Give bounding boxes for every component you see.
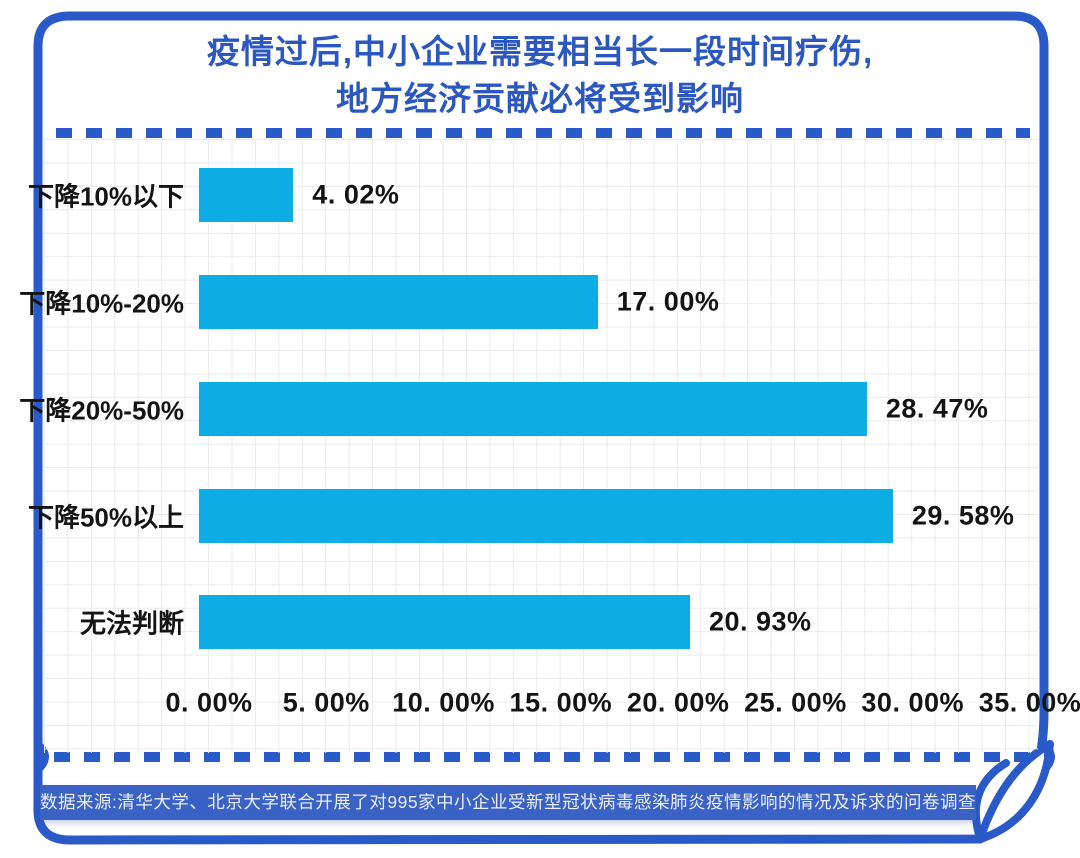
- x-axis-tick: 25. 00%: [744, 687, 847, 718]
- bar: [199, 595, 690, 649]
- x-axis-tick: 5. 00%: [282, 687, 370, 718]
- value-label: 17. 00%: [616, 286, 720, 317]
- chart-title-line2: 地方经济贡献必将受到影响: [336, 80, 744, 117]
- value-label: 29. 58%: [911, 500, 1015, 531]
- data-source-text: 数据来源:清华大学、北京大学联合开展了对995家中小企业受新型冠状病毒感染肺炎疫…: [40, 792, 977, 812]
- category-label: 下降50%以上: [27, 502, 184, 533]
- category-label: 下降10%以下: [27, 181, 184, 212]
- bar: [199, 168, 294, 222]
- bar: [199, 489, 893, 543]
- graph-paper-grid: [44, 139, 1038, 753]
- bar: [199, 382, 867, 436]
- page-curl-icon: [976, 740, 1054, 843]
- x-axis-tick: 15. 00%: [509, 687, 613, 718]
- right-notch: [1044, 739, 1055, 775]
- chart-title-line1: 疫情过后,中小企业需要相当长一段时间疗伤,: [206, 33, 874, 70]
- value-label: 28. 47%: [885, 393, 989, 424]
- x-axis-tick: 20. 00%: [626, 687, 730, 718]
- value-label: 4. 02%: [312, 179, 400, 210]
- data-source-bar: 数据来源:清华大学、北京大学联合开展了对995家中小企业受新型冠状病毒感染肺炎疫…: [40, 785, 976, 820]
- x-axis-tick: 30. 00%: [861, 687, 964, 718]
- page-curl-inner-line: [971, 759, 1010, 842]
- x-axis-tick: 10. 00%: [392, 687, 495, 718]
- value-label: 20. 93%: [708, 606, 812, 637]
- bar: [199, 275, 598, 329]
- x-axis-tick: 0. 00%: [165, 687, 253, 718]
- category-label: 无法判断: [79, 608, 184, 639]
- category-label: 下降20%-50%: [19, 395, 184, 426]
- category-label: 下降10%-20%: [19, 288, 184, 319]
- chart-title: 疫情过后,中小企业需要相当长一段时间疗伤, 地方经济贡献必将受到影响: [0, 28, 1080, 122]
- x-axis-tick: 35. 00%: [978, 687, 1080, 718]
